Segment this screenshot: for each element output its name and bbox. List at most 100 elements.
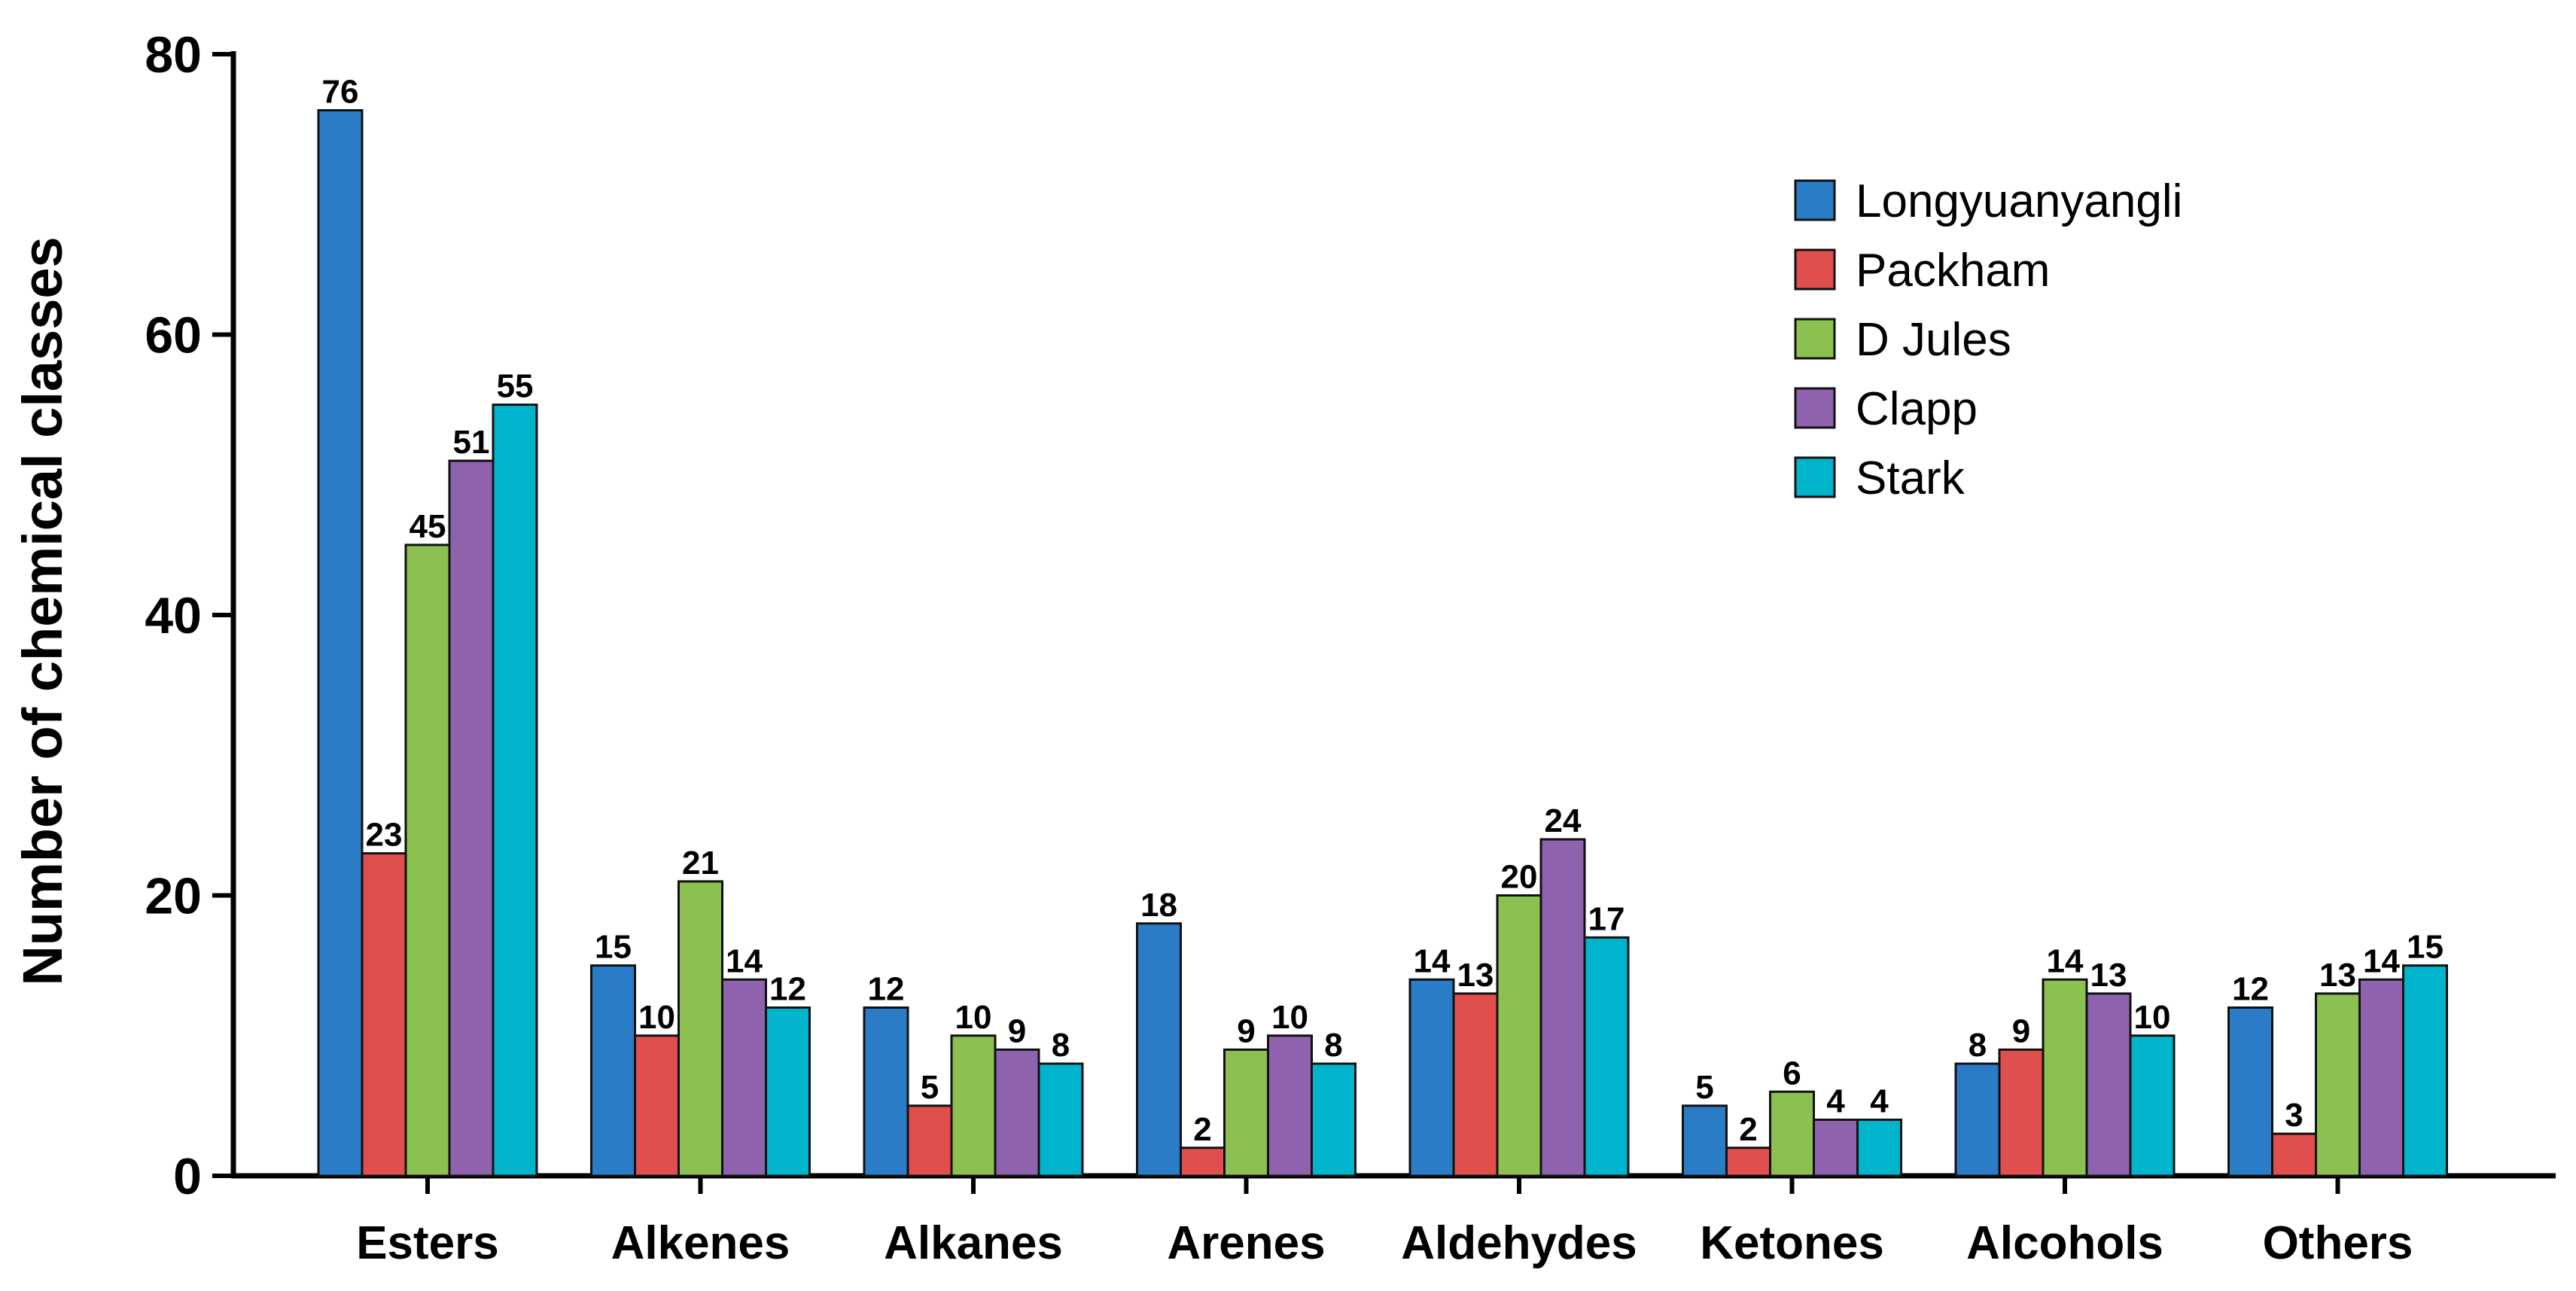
data-label: 18 <box>1140 887 1177 924</box>
bar-stark <box>1311 1062 1357 1177</box>
data-label: 9 <box>1008 1012 1026 1049</box>
bar-stark <box>2402 964 2448 1177</box>
data-label: 21 <box>682 845 719 881</box>
legend: Longyuanyangli Packham D Jules Clapp Stark <box>1794 175 2182 504</box>
x-tick-label: Others <box>2263 1217 2413 1269</box>
data-label: 13 <box>2319 957 2356 994</box>
data-label: 2 <box>1739 1111 1757 1148</box>
bar-longyuanyangli <box>590 964 636 1177</box>
data-label: 17 <box>1588 900 1625 937</box>
data-label: 51 <box>453 424 490 461</box>
bar-stark <box>765 1006 811 1177</box>
y-tick-label: 40 <box>145 587 202 644</box>
bar-longyuanyangli <box>2227 1006 2273 1177</box>
data-label: 9 <box>1237 1012 1255 1049</box>
data-label: 3 <box>2285 1097 2303 1134</box>
data-label: 4 <box>1826 1083 1845 1120</box>
bar-d-jules <box>2315 992 2361 1177</box>
data-label: 24 <box>1545 802 1582 839</box>
bar-stark <box>492 403 538 1177</box>
legend-label: Stark <box>1856 452 1965 504</box>
bar-stark <box>2129 1034 2176 1177</box>
data-label: 8 <box>1969 1027 1987 1064</box>
data-label: 10 <box>1271 999 1308 1036</box>
bar-d-jules <box>1769 1090 1815 1177</box>
y-tick-label: 80 <box>145 26 202 84</box>
bar-stark <box>1583 936 1630 1177</box>
bar-d-jules <box>1496 894 1542 1177</box>
data-label: 14 <box>1414 942 1451 979</box>
bar-d-jules <box>677 880 723 1177</box>
y-axis: 0 20 40 60 80 <box>145 26 236 1205</box>
bar-stark <box>1037 1062 1084 1177</box>
bar-packham <box>1998 1048 2045 1177</box>
bar-d-jules <box>2042 978 2088 1177</box>
bar-packham <box>906 1104 953 1177</box>
data-label: 8 <box>1052 1027 1070 1064</box>
data-label: 45 <box>410 508 446 545</box>
data-label: 5 <box>1695 1069 1713 1106</box>
data-label: 15 <box>595 929 632 966</box>
data-label: 12 <box>2232 971 2269 1008</box>
bar-packham <box>361 852 407 1177</box>
x-tick-label: Ketones <box>1700 1217 1884 1269</box>
bar-clapp <box>448 459 495 1177</box>
data-label: 14 <box>2047 942 2084 979</box>
legend-swatch <box>1794 318 1836 360</box>
data-label: 9 <box>2012 1012 2030 1049</box>
bar-clapp <box>2085 992 2132 1177</box>
x-axis: Esters Alkenes Alkanes Arenes Aldehydes Keton… <box>231 1173 2556 1269</box>
bar-clapp <box>1813 1119 1859 1177</box>
bar-longyuanyangli <box>863 1006 909 1177</box>
bar-packham <box>1725 1146 1771 1177</box>
bar-longyuanyangli <box>317 109 364 1177</box>
bar-clapp <box>1539 838 1586 1177</box>
data-label: 8 <box>1324 1027 1342 1064</box>
y-tick-label: 60 <box>145 307 202 364</box>
data-label: 12 <box>769 971 806 1008</box>
legend-swatch <box>1794 179 1836 221</box>
data-label: 5 <box>921 1069 939 1106</box>
y-tick-label: 0 <box>173 1148 202 1205</box>
legend-label: D Jules <box>1856 314 2011 366</box>
legend-label: Clapp <box>1856 383 1978 435</box>
x-tick-label: Esters <box>356 1217 499 1269</box>
bar-longyuanyangli <box>1682 1104 1728 1177</box>
bar-packham <box>1452 992 1499 1177</box>
legend-swatch <box>1794 456 1836 498</box>
bar-longyuanyangli <box>1408 978 1455 1177</box>
data-label: 10 <box>955 999 992 1036</box>
data-label: 20 <box>1501 859 1538 896</box>
data-label: 15 <box>2407 929 2444 966</box>
data-label: 14 <box>726 942 763 979</box>
data-label: 10 <box>2134 999 2171 1036</box>
data-label: 13 <box>2090 957 2127 994</box>
bar-stark <box>1856 1119 1902 1177</box>
data-label: 2 <box>1193 1111 1211 1148</box>
data-label: 76 <box>322 74 359 111</box>
bar-d-jules <box>1223 1048 1269 1177</box>
bar-packham <box>1180 1146 1226 1177</box>
bar-d-jules <box>404 543 451 1177</box>
x-tick-label: Arenes <box>1167 1217 1325 1269</box>
data-label: 12 <box>868 971 905 1008</box>
data-label: 13 <box>1457 957 1494 994</box>
bar-clapp <box>1267 1034 1313 1177</box>
bar-longyuanyangli <box>1136 922 1182 1177</box>
bar-clapp <box>2358 978 2404 1177</box>
data-label: 14 <box>2363 942 2400 979</box>
bar-clapp <box>721 978 767 1177</box>
x-tick-label: Alkenes <box>611 1217 790 1269</box>
data-label: 4 <box>1870 1083 1889 1120</box>
x-tick-label: Alcohols <box>1966 1217 2163 1269</box>
data-label: 6 <box>1783 1055 1801 1092</box>
legend-label: Longyuanyangli <box>1856 175 2182 227</box>
bar-clapp <box>994 1048 1040 1177</box>
bar-d-jules <box>950 1034 997 1177</box>
bar-packham <box>2271 1132 2317 1177</box>
legend-swatch <box>1794 248 1836 291</box>
legend-label: Packham <box>1856 245 2050 297</box>
